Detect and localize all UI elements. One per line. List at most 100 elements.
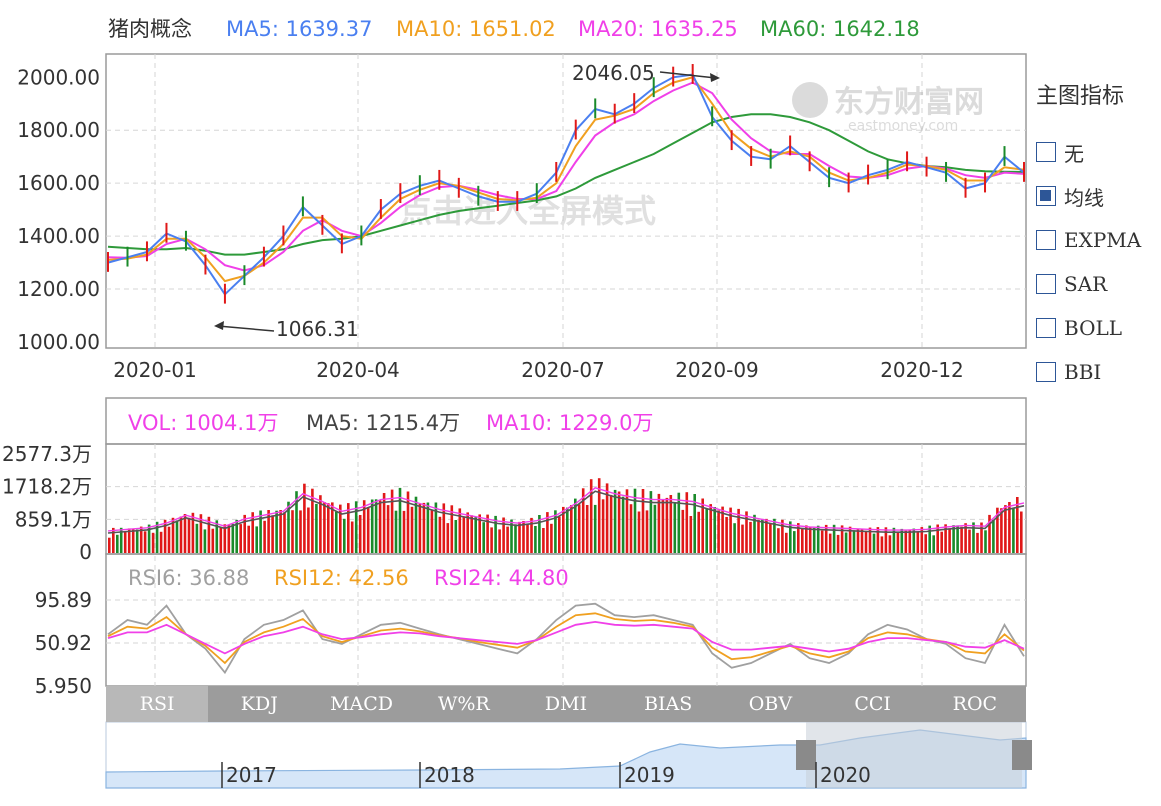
tab-macd[interactable]: MACD [330,693,394,715]
rsi-header-label-1: RSI6: 36.88 [128,566,249,590]
volume-y-tick: 2577.3万 [2,442,92,466]
navigator-selection[interactable] [806,722,1022,788]
indicator-checkbox[interactable] [1036,362,1056,382]
time-x-tick: 2020-12 [880,358,964,382]
volume-bar [884,527,888,553]
indicator-checkbox[interactable] [1036,186,1056,206]
price-y-axis: 2000.00 1800.00 1600.00 1400.00 1200.00 1000.… [17,65,100,354]
volume-bar [498,529,501,553]
time-x-tick: 2020-04 [316,358,400,382]
tab-obv[interactable]: OBV [748,693,793,715]
rsi-line-rsi12 [107,612,1025,665]
volume-bar [506,526,509,553]
navigator-handle-right[interactable] [1012,740,1032,770]
volume-bar [960,526,963,553]
volume-bar [530,517,533,553]
tab-cci[interactable]: CCI [854,693,891,715]
volume-bar [430,509,434,553]
volume-bar [119,527,123,553]
volume-bar [116,534,119,553]
index-name: 猪肉概念 [108,17,192,41]
price-y-tick: 1200.00 [17,277,100,301]
tab-roc[interactable]: ROC [952,693,998,715]
volume-bar [808,527,812,553]
volume-bar [832,524,836,553]
volume-bar [514,524,517,553]
volume-bar [271,515,274,553]
tab-rsi[interactable]: RSI [106,686,209,722]
volume-panel[interactable] [105,443,1027,555]
volume-y-tick: 0 [79,540,92,564]
volume-bar [697,511,700,553]
volume-bar [908,530,912,553]
price-panel[interactable]: 东方财富网 eastmoney.com 点击进入全屏模式 2046.05 106… [105,53,1027,349]
volume-bar [769,523,772,553]
tab-bias[interactable]: BIAS [644,693,693,715]
ma-label-1: MA5: 1639.37 [226,17,372,41]
tab-kdj[interactable]: KDJ [240,693,278,715]
time-x-tick: 2020-07 [521,358,605,382]
time-x-axis: 2020-01 2020-04 2020-07 2020-09 2020-12 [113,358,964,382]
volume-bar [912,528,916,553]
volume-bar [709,504,712,553]
volume-bar [1004,505,1007,553]
volume-bar [566,507,569,553]
rsi-y-tick: 5.950 [35,674,92,698]
navigator-handle-left[interactable] [796,740,816,770]
indicator-option-1[interactable]: 无 [1036,130,1156,174]
indicator-option-3[interactable]: EXPMA [1036,218,1156,262]
navigator-year-label: 2018 [424,763,475,787]
volume-bar [434,502,438,553]
volume-bar [350,521,354,553]
volume-ma5-line [107,490,1025,534]
volume-bar [637,511,641,553]
rsi-header-label-2: RSI12: 42.56 [274,566,409,590]
volume-bar [171,517,175,553]
volume-bar [793,531,796,553]
volume-bar [936,524,939,553]
volume-bar [450,505,454,553]
volume-bar [577,504,581,553]
volume-bar [896,532,900,553]
volume-bar [721,506,724,553]
volume-bar [621,496,625,553]
low-annotation-arrow [217,325,275,332]
indicator-checkbox[interactable] [1036,274,1056,294]
volume-bar [343,518,346,553]
volume-bar [239,524,242,553]
volume-bar [972,522,975,553]
volume-bar [167,526,171,553]
volume-bar [446,523,450,553]
volume-bar [876,527,880,553]
range-navigator[interactable]: 2017 2018 2019 2020 [105,721,1032,789]
indicator-option-4[interactable]: SAR [1036,262,1156,306]
volume-bar [892,527,896,553]
indicator-checkbox[interactable] [1036,142,1056,162]
volume-bar [303,483,306,553]
indicator-option-2[interactable]: 均线 [1036,174,1156,218]
volume-bar [183,514,187,553]
tab-wpctr[interactable]: W%R [437,693,490,715]
volume-bar [482,522,485,553]
tab-dmi[interactable]: DMI [544,693,588,715]
volume-bar [135,529,139,553]
indicator-option-5[interactable]: BOLL [1036,306,1156,350]
volume-bar [868,527,872,553]
indicator-option-6[interactable]: BBI [1036,350,1156,394]
time-x-tick: 2020-09 [675,358,759,382]
volume-bar [311,488,314,553]
volume-bar [315,503,318,553]
volume-bar [725,517,728,553]
indicator-checkbox[interactable] [1036,230,1056,250]
volume-bar [319,495,322,553]
volume-bar [159,531,163,553]
volume-bar [645,510,649,553]
volume-bar [609,494,613,553]
volume-y-tick: 1718.2万 [2,475,92,499]
volume-bar [418,504,422,553]
volume-bar [976,532,979,553]
volume-bar [968,529,971,553]
volume-bar [988,514,991,553]
indicator-checkbox[interactable] [1036,318,1056,338]
